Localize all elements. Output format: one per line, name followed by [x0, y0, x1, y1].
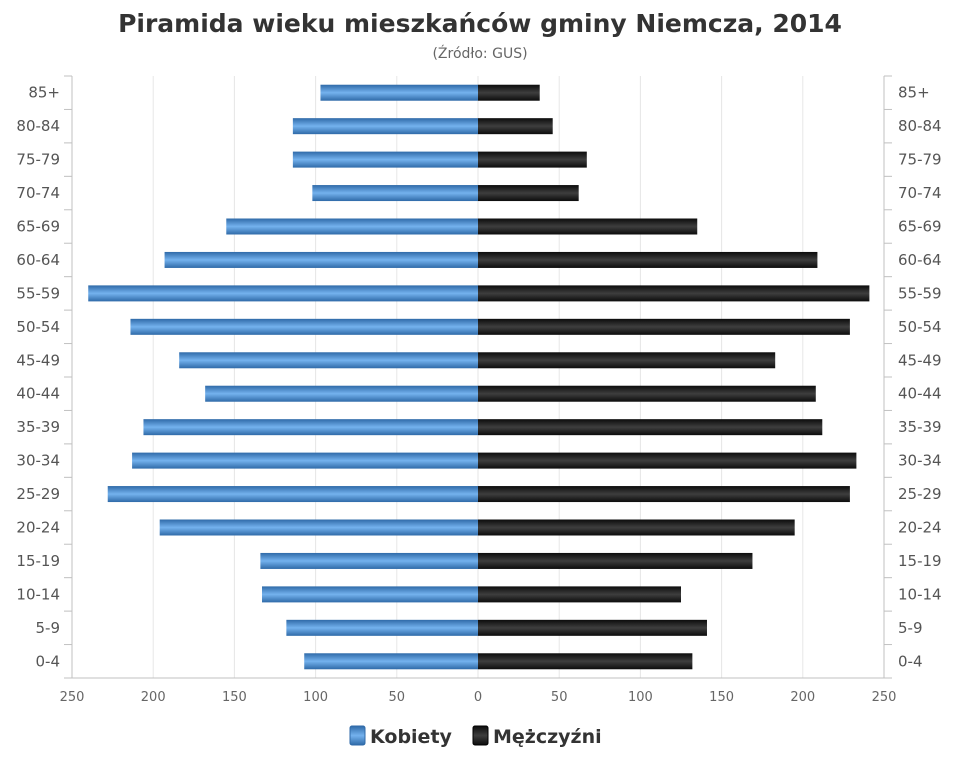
bar-mezczyzni [478, 118, 553, 135]
bar-kobiety [179, 352, 478, 369]
category-label-right: 80-84 [898, 117, 942, 135]
bar-kobiety [132, 452, 478, 469]
category-label-left: 80-84 [16, 117, 60, 135]
category-label-right: 15-19 [898, 552, 942, 570]
bar-mezczyzni [478, 586, 681, 603]
x-tick-label: 200 [141, 690, 166, 705]
x-tick-label: 250 [872, 690, 897, 705]
category-label-right: 30-34 [898, 452, 942, 470]
category-label-right: 65-69 [898, 218, 942, 236]
bar-mezczyzni [478, 552, 753, 569]
bar-kobiety [262, 586, 478, 603]
bar-mezczyzni [478, 486, 850, 503]
legend[interactable]: Kobiety Mężczyźni [349, 725, 602, 748]
category-label-left: 75-79 [16, 151, 60, 169]
category-label-right: 40-44 [898, 385, 942, 403]
category-label-left: 0-4 [36, 652, 61, 670]
bar-kobiety [226, 218, 478, 235]
bar-kobiety [320, 84, 478, 101]
bar-mezczyzni [478, 251, 818, 268]
bars [88, 84, 870, 670]
category-label-left: 50-54 [16, 318, 60, 336]
category-label-right: 75-79 [898, 151, 942, 169]
x-tick-label: 150 [222, 690, 247, 705]
legend-item-mezczyzni[interactable]: Mężczyźni [472, 725, 602, 748]
x-tick-label: 150 [709, 690, 734, 705]
legend-swatch-kobiety [349, 725, 366, 746]
category-label-right: 50-54 [898, 318, 942, 336]
bar-mezczyzni [478, 84, 540, 101]
category-label-right: 5-9 [898, 619, 923, 637]
x-tick-labels: 250 200 150 100 50 0 50 100 150 200 250 [60, 690, 897, 705]
category-label-left: 85+ [28, 84, 60, 102]
category-label-left: 45-49 [16, 351, 60, 369]
x-tick-label: 200 [790, 690, 815, 705]
bar-mezczyzni [478, 452, 857, 469]
category-label-left: 15-19 [16, 552, 60, 570]
category-label-right: 85+ [898, 84, 930, 102]
bar-kobiety [205, 385, 478, 402]
category-label-right: 25-29 [898, 485, 942, 503]
category-label-left: 10-14 [16, 585, 60, 603]
x-tick-label: 100 [628, 690, 653, 705]
chart-subtitle: (Źródło: GUS) [432, 44, 527, 62]
bar-mezczyzni [478, 285, 870, 302]
category-label-left: 25-29 [16, 485, 60, 503]
bar-mezczyzni [478, 385, 816, 402]
bar-mezczyzni [478, 352, 776, 369]
axes [64, 75, 892, 679]
x-tick-label: 0 [474, 690, 482, 705]
chart-title: Piramida wieku mieszkańców gminy Niemcza… [118, 9, 842, 38]
bar-kobiety [107, 486, 478, 503]
bar-mezczyzni [478, 218, 698, 235]
bar-mezczyzni [478, 619, 707, 636]
x-tick-label: 250 [60, 690, 85, 705]
grid-lines [152, 76, 804, 678]
legend-item-kobiety[interactable]: Kobiety [349, 725, 453, 748]
bar-kobiety [312, 185, 478, 202]
legend-label-kobiety: Kobiety [370, 726, 453, 748]
category-label-left: 35-39 [16, 418, 60, 436]
category-label-left: 60-64 [16, 251, 60, 269]
bar-kobiety [143, 419, 478, 436]
category-label-right: 10-14 [898, 585, 942, 603]
category-label-left: 20-24 [16, 519, 60, 537]
x-tick-label: 50 [551, 690, 568, 705]
category-label-left: 70-74 [16, 184, 60, 202]
category-label-right: 20-24 [898, 519, 942, 537]
bar-kobiety [292, 118, 478, 135]
category-label-right: 60-64 [898, 251, 942, 269]
category-labels: 0-4 0-4 5-9 5-9 10-14 10-14 15-19 15-19 20-24 20-… [16, 84, 941, 671]
legend-swatch-mezczyzni [472, 725, 489, 746]
bar-mezczyzni [478, 185, 579, 202]
bar-kobiety [304, 653, 478, 670]
bar-kobiety [88, 285, 479, 302]
bar-kobiety [159, 519, 479, 536]
category-label-left: 30-34 [16, 452, 60, 470]
bar-kobiety [164, 251, 478, 268]
bar-kobiety [286, 619, 478, 636]
category-label-left: 5-9 [36, 619, 61, 637]
legend-label-mezczyzni: Mężczyźni [493, 726, 602, 748]
category-label-left: 55-59 [16, 284, 60, 302]
bar-mezczyzni [478, 519, 795, 536]
bar-mezczyzni [478, 653, 693, 670]
bar-mezczyzni [478, 318, 850, 335]
x-tick-label: 100 [303, 690, 328, 705]
category-label-right: 35-39 [898, 418, 942, 436]
category-label-right: 55-59 [898, 284, 942, 302]
category-label-left: 65-69 [16, 218, 60, 236]
category-label-right: 45-49 [898, 351, 942, 369]
bar-kobiety [260, 552, 478, 569]
category-label-right: 0-4 [898, 652, 923, 670]
bar-kobiety [130, 318, 479, 335]
bar-kobiety [292, 151, 478, 168]
bar-mezczyzni [478, 151, 587, 168]
bar-mezczyzni [478, 419, 823, 436]
category-label-right: 70-74 [898, 184, 942, 202]
category-label-left: 40-44 [16, 385, 60, 403]
x-tick-label: 50 [389, 690, 406, 705]
